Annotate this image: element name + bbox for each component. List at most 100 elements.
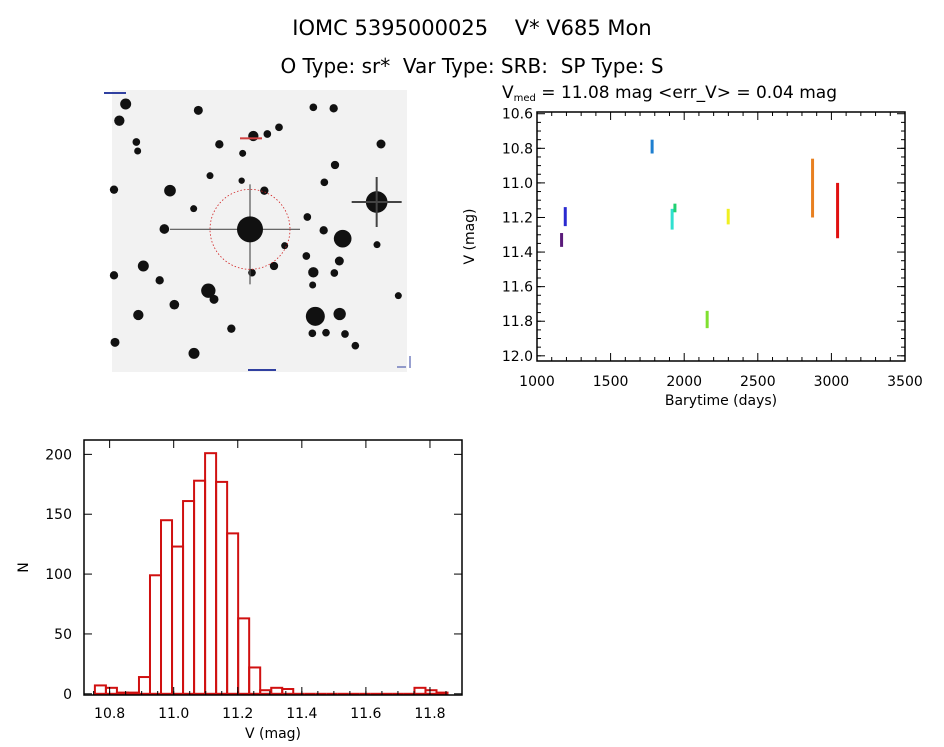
histogram-bar xyxy=(424,689,438,695)
histogram-bar xyxy=(126,691,140,695)
star xyxy=(305,306,325,326)
star xyxy=(394,292,402,300)
histogram-bar xyxy=(160,519,174,695)
finding-chart-image xyxy=(104,90,411,372)
y-axis-label: N xyxy=(16,562,32,572)
y-tick-label: 11.2 xyxy=(502,210,533,226)
star xyxy=(159,224,170,234)
star xyxy=(260,186,269,195)
y-axis-label: V (mag) xyxy=(462,208,478,264)
histogram-bar xyxy=(137,676,151,695)
target-star xyxy=(237,216,263,243)
y-tick-label: 10.8 xyxy=(502,141,533,157)
star xyxy=(238,177,245,184)
star xyxy=(215,140,224,149)
y-tick-label: 0 xyxy=(63,687,72,703)
x-tick-label: 1000 xyxy=(519,374,555,390)
histogram-bar xyxy=(237,617,251,695)
histogram-bar xyxy=(193,479,207,695)
figure-title: IOMC 5395000025 V* V685 Mon xyxy=(292,16,652,40)
y-tick-label: 11.8 xyxy=(502,314,533,330)
histogram-bar xyxy=(171,545,185,695)
star xyxy=(164,184,176,197)
target-circle xyxy=(209,188,291,270)
data-segment xyxy=(560,233,564,247)
star xyxy=(132,138,141,146)
star xyxy=(275,123,283,132)
star xyxy=(209,294,219,304)
star xyxy=(193,105,203,115)
x-axis-label: V (mag) xyxy=(245,726,301,742)
star xyxy=(133,309,144,321)
histogram-chart: 10.8 11.0 11.2 11.4 11.6 11.8 0 50 100 150 200 V (m… xyxy=(16,439,463,742)
star xyxy=(188,347,200,359)
y-tick-label: 11.6 xyxy=(502,280,533,296)
histogram-bar xyxy=(115,691,129,695)
chart-title: Vmed = 11.08 mag <err_V> = 0.04 mag xyxy=(502,83,837,104)
x-tick-label: 11.4 xyxy=(286,706,317,722)
x-tick-label: 11.6 xyxy=(350,706,381,722)
star xyxy=(309,281,317,289)
x-tick-label: 2000 xyxy=(666,374,702,390)
star xyxy=(206,172,214,180)
data-segment xyxy=(650,139,654,154)
star xyxy=(341,330,349,338)
star xyxy=(308,329,317,338)
figure-subtitle: O Type: sr* Var Type: SRB: SP Type: S xyxy=(280,54,664,78)
x-tick-label: 2500 xyxy=(740,374,776,390)
star xyxy=(329,104,338,113)
star xyxy=(334,256,344,266)
star xyxy=(120,98,132,110)
star xyxy=(155,276,164,285)
image-label-mark xyxy=(104,92,126,94)
x-tick-label: 3500 xyxy=(887,374,923,390)
data-segment xyxy=(726,208,730,225)
target-label-mark xyxy=(240,137,262,140)
y-tick-label: 50 xyxy=(54,627,72,643)
y-tick-label: 12.0 xyxy=(502,349,533,365)
star xyxy=(351,341,360,350)
image-label-mark xyxy=(248,369,276,371)
star xyxy=(333,229,352,248)
histogram-bar xyxy=(182,500,196,695)
star xyxy=(114,115,125,126)
star xyxy=(137,260,149,272)
y-tick-label: 150 xyxy=(45,507,72,523)
star xyxy=(109,185,119,194)
data-segment xyxy=(811,158,815,218)
star xyxy=(169,299,180,310)
histogram-bar xyxy=(435,691,449,695)
star xyxy=(330,269,339,277)
star xyxy=(239,149,247,157)
star xyxy=(333,307,346,321)
x-tick-label: 11.0 xyxy=(158,706,189,722)
star xyxy=(227,324,236,333)
x-tick-label: 11.8 xyxy=(414,706,445,722)
star xyxy=(376,139,386,149)
star xyxy=(309,103,318,112)
histogram-bar xyxy=(226,532,240,695)
plot-frame xyxy=(536,111,906,362)
star xyxy=(308,267,319,278)
histogram-bar xyxy=(204,452,218,695)
star xyxy=(263,130,272,138)
y-tick-label: 11.4 xyxy=(502,245,533,261)
y-tick-label: 11.0 xyxy=(502,176,533,192)
star xyxy=(110,337,120,347)
x-tick-label: 10.8 xyxy=(94,706,125,722)
star xyxy=(302,252,311,260)
data-segment xyxy=(563,207,567,227)
data-segment xyxy=(836,182,840,239)
histogram-bar xyxy=(93,684,107,695)
star xyxy=(373,241,381,249)
histogram-bar xyxy=(270,686,284,695)
star xyxy=(201,283,216,298)
histogram-bar xyxy=(413,686,427,695)
x-tick-label: 3000 xyxy=(814,374,850,390)
star xyxy=(281,242,289,250)
x-tick-label: 1500 xyxy=(593,374,629,390)
histogram-bar xyxy=(104,686,118,695)
star xyxy=(134,147,142,155)
y-tick-label: 100 xyxy=(45,567,72,583)
